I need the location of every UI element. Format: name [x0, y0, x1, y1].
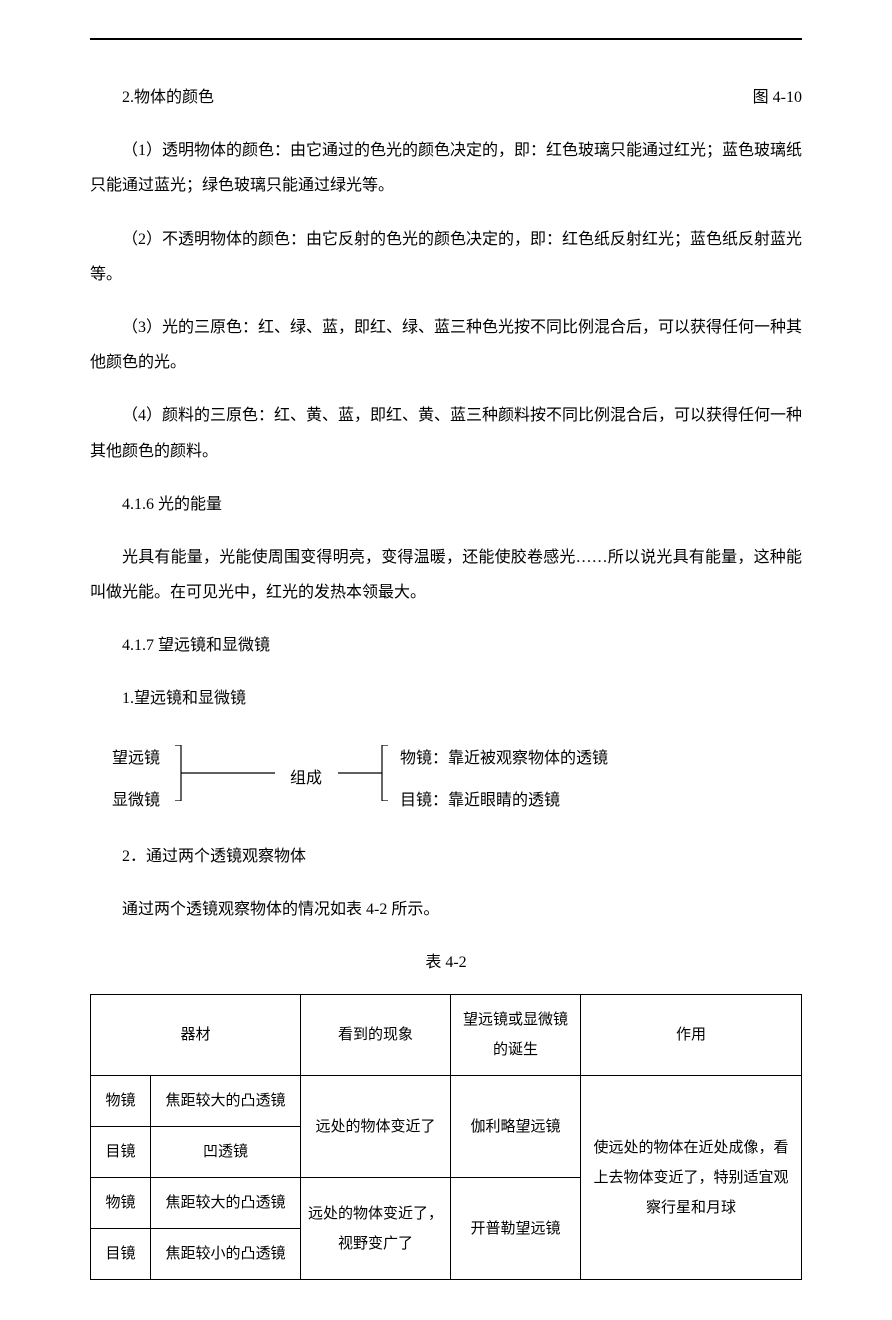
figure-4-10-label: 图 4-10: [753, 80, 802, 115]
cell-phenomenon-2: 远处的物体变近了，视野变广了: [301, 1178, 451, 1280]
cell-function: 使远处的物体在近处成像，看上去物体变近了，特别适宜观察行星和月球: [581, 1076, 802, 1280]
table-row: 器材 看到的现象 望远镜或显微镜的诞生 作用: [91, 995, 802, 1076]
section-2-title-row: 2.物体的颜色 图 4-10: [90, 80, 802, 115]
top-horizontal-rule: [90, 38, 802, 40]
th-function: 作用: [581, 995, 802, 1076]
heading-4-1-6: 4.1.6 光的能量: [90, 487, 802, 522]
cell-lens-type: 目镜: [91, 1127, 151, 1178]
cell-phenomenon-1: 远处的物体变近了: [301, 1076, 451, 1178]
cell-lens-spec: 焦距较大的凸透镜: [151, 1178, 301, 1229]
cell-lens-spec: 焦距较小的凸透镜: [151, 1229, 301, 1280]
cell-lens-spec: 凹透镜: [151, 1127, 301, 1178]
left-bracket-svg: [175, 745, 285, 801]
bracket-left-bot-label: 显微镜: [112, 783, 160, 818]
cell-born-1: 伽利略望远镜: [451, 1076, 581, 1178]
table-4-2-caption: 表 4-2: [90, 945, 802, 980]
cell-born-2: 开普勒望远镜: [451, 1178, 581, 1280]
bracket-right-bot-label: 目镜：靠近眼睛的透镜: [400, 783, 560, 818]
cell-lens-type: 目镜: [91, 1229, 151, 1280]
paragraph-table-intro: 通过两个透镜观察物体的情况如表 4-2 所示。: [90, 892, 802, 927]
subheading-2: 2．通过两个透镜观察物体: [90, 839, 802, 874]
paragraph-light-primary-colors: （3）光的三原色：红、绿、蓝，即红、绿、蓝三种色光按不同比例混合后，可以获得任何…: [90, 310, 802, 380]
right-bracket-svg: [338, 745, 394, 801]
cell-lens-type: 物镜: [91, 1076, 151, 1127]
paragraph-opaque-color: （2）不透明物体的颜色：由它反射的色光的颜色决定的，即：红色纸反射红光；蓝色纸反…: [90, 222, 802, 292]
th-born: 望远镜或显微镜的诞生: [451, 995, 581, 1076]
cell-lens-spec: 焦距较大的凸透镜: [151, 1076, 301, 1127]
heading-4-1-7: 4.1.7 望远镜和显微镜: [90, 628, 802, 663]
bracket-diagram: 望远镜 显微镜 组成 物镜：靠近被观察物体的透镜 目镜：靠近眼睛的透镜: [90, 735, 802, 815]
paragraph-pigment-primary-colors: （4）颜料的三原色：红、黄、蓝，即红、黄、蓝三种颜料按不同比例混合后，可以获得任…: [90, 398, 802, 468]
bracket-center-label: 组成: [290, 761, 322, 796]
bracket-left-top-label: 望远镜: [112, 741, 160, 776]
bracket-right-top-label: 物镜：靠近被观察物体的透镜: [400, 741, 608, 776]
th-equipment: 器材: [91, 995, 301, 1076]
table-4-2: 器材 看到的现象 望远镜或显微镜的诞生 作用 物镜 焦距较大的凸透镜 远处的物体…: [90, 994, 802, 1280]
cell-lens-type: 物镜: [91, 1178, 151, 1229]
section-2-title: 2.物体的颜色: [90, 80, 214, 115]
paragraph-light-energy: 光具有能量，光能使周围变得明亮，变得温暖，还能使胶卷感光……所以说光具有能量，这…: [90, 540, 802, 610]
paragraph-transparent-color: （1）透明物体的颜色：由它通过的色光的颜色决定的，即：红色玻璃只能通过红光；蓝色…: [90, 133, 802, 203]
th-phenomenon: 看到的现象: [301, 995, 451, 1076]
table-row: 物镜 焦距较大的凸透镜 远处的物体变近了 伽利略望远镜 使远处的物体在近处成像，…: [91, 1076, 802, 1127]
subheading-1: 1.望远镜和显微镜: [90, 681, 802, 716]
